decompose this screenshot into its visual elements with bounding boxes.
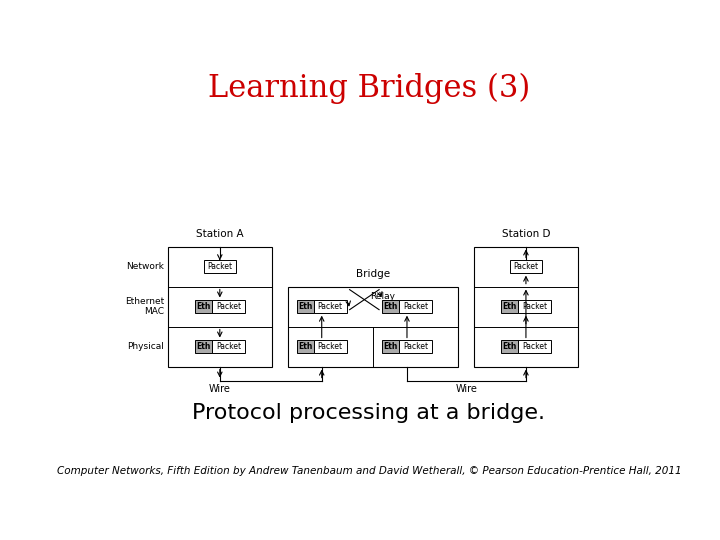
Bar: [212, 340, 245, 353]
Text: Eth: Eth: [298, 302, 312, 311]
Text: Physical: Physical: [127, 342, 164, 351]
Text: Station A: Station A: [196, 229, 243, 239]
Text: Protocol processing at a bridge.: Protocol processing at a bridge.: [192, 403, 546, 423]
Text: Relay: Relay: [371, 292, 395, 301]
Text: Eth: Eth: [503, 302, 517, 311]
Text: Network: Network: [127, 262, 164, 271]
Text: Packet: Packet: [522, 342, 547, 351]
Bar: [195, 340, 212, 353]
Bar: [382, 300, 399, 313]
Bar: [297, 300, 314, 313]
Text: Packet: Packet: [318, 342, 343, 351]
Bar: [518, 340, 551, 353]
Text: Eth: Eth: [503, 342, 517, 351]
Bar: [314, 340, 346, 353]
Text: Wire: Wire: [209, 383, 230, 394]
Bar: [287, 287, 458, 367]
Text: Packet: Packet: [513, 262, 539, 271]
Text: Packet: Packet: [216, 302, 241, 311]
Text: Wire: Wire: [456, 383, 477, 394]
Text: Packet: Packet: [403, 302, 428, 311]
Text: Packet: Packet: [403, 342, 428, 351]
Bar: [399, 300, 432, 313]
Bar: [168, 247, 272, 367]
Text: Eth: Eth: [298, 342, 312, 351]
Bar: [474, 247, 578, 367]
Bar: [297, 340, 314, 353]
Text: Packet: Packet: [216, 342, 241, 351]
Text: Packet: Packet: [207, 262, 233, 271]
Bar: [204, 260, 236, 273]
Text: Eth: Eth: [384, 302, 398, 311]
Bar: [195, 300, 212, 313]
Text: Learning Bridges (3): Learning Bridges (3): [208, 72, 530, 104]
Text: Eth: Eth: [197, 342, 211, 351]
Text: Packet: Packet: [318, 302, 343, 311]
Text: Packet: Packet: [522, 302, 547, 311]
Text: Computer Networks, Fifth Edition by Andrew Tanenbaum and David Wetherall, © Pear: Computer Networks, Fifth Edition by Andr…: [57, 467, 681, 476]
Bar: [518, 300, 551, 313]
Bar: [212, 300, 245, 313]
Text: Eth: Eth: [197, 302, 211, 311]
Bar: [501, 340, 518, 353]
Bar: [510, 260, 542, 273]
Bar: [399, 340, 432, 353]
Bar: [314, 300, 346, 313]
Text: Ethernet
MAC: Ethernet MAC: [125, 297, 164, 316]
Bar: [501, 300, 518, 313]
Text: Eth: Eth: [384, 342, 398, 351]
Bar: [382, 340, 399, 353]
Text: Bridge: Bridge: [356, 269, 390, 279]
Text: Station D: Station D: [502, 229, 550, 239]
